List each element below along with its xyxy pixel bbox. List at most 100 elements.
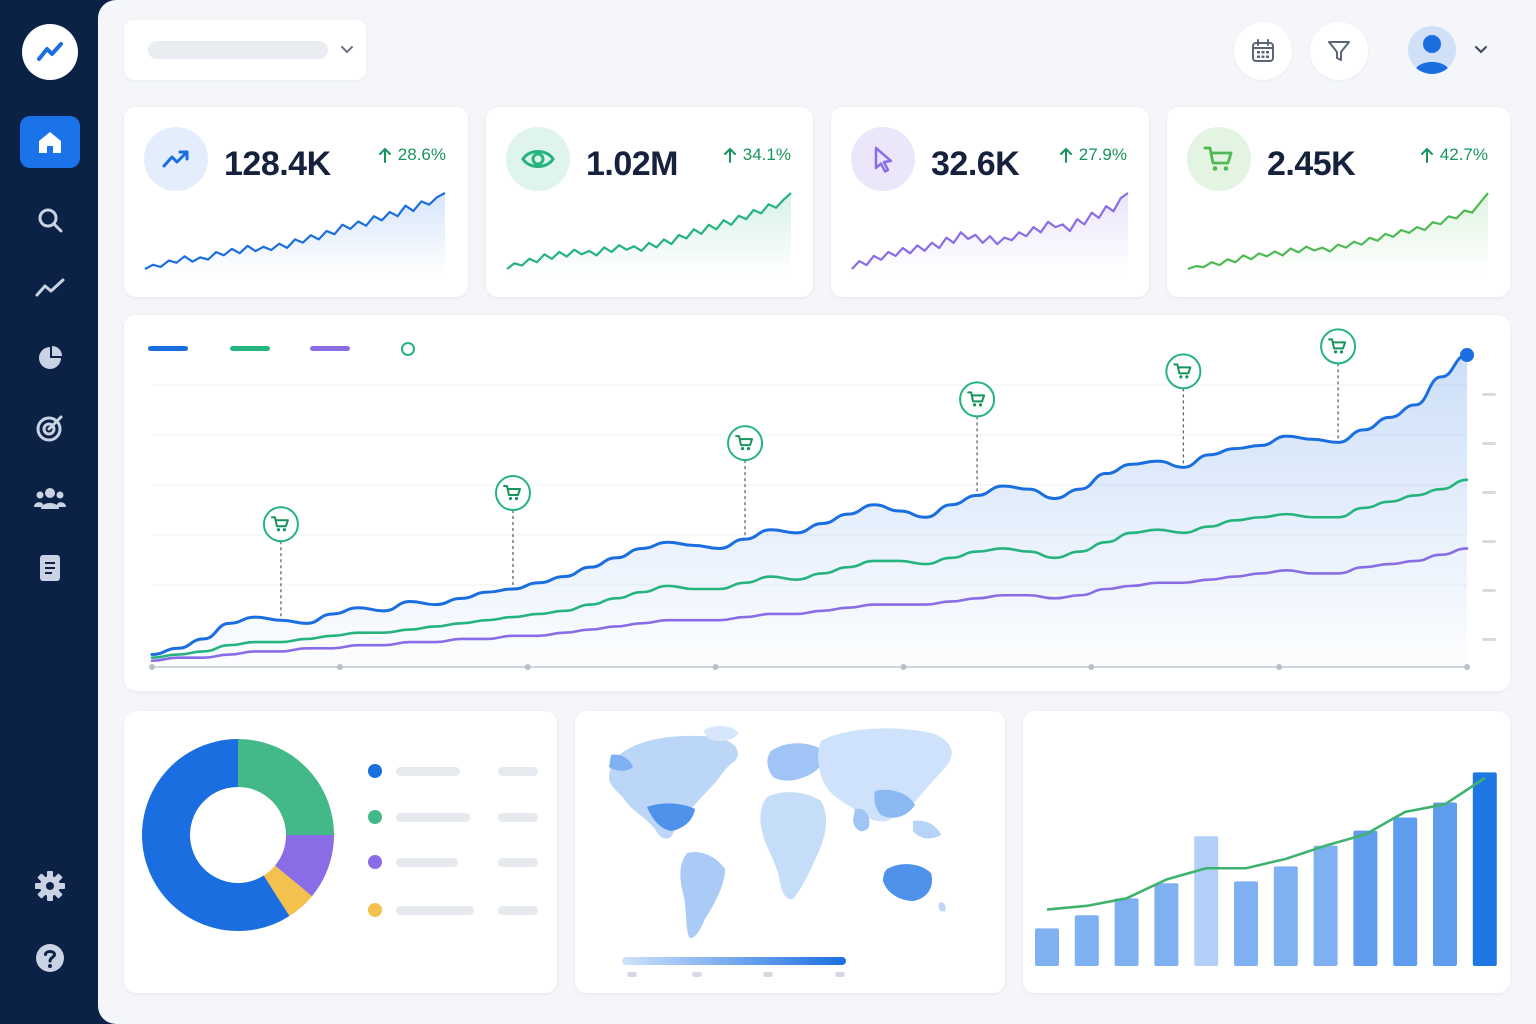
cart-icon-body bbox=[270, 516, 289, 528]
bar bbox=[1472, 772, 1497, 966]
cart-icon bbox=[735, 435, 754, 451]
kpi-change-value: 42.7% bbox=[1439, 145, 1488, 164]
selector-placeholder-bar bbox=[148, 41, 328, 59]
cart-icon-wheel bbox=[1339, 350, 1344, 354]
sidebar-item-analytics[interactable] bbox=[20, 262, 80, 314]
kpi-card-clicks[interactable]: 32.6K 27.9% bbox=[831, 107, 1149, 297]
view-selector[interactable] bbox=[124, 20, 366, 80]
cart-icon-body bbox=[967, 391, 986, 403]
legend-label-placeholder bbox=[396, 858, 458, 867]
marker-badge bbox=[262, 506, 299, 543]
scale-tick bbox=[835, 972, 845, 977]
chevron-down-icon[interactable] bbox=[1472, 40, 1490, 58]
help-icon bbox=[36, 944, 64, 972]
legend-markers[interactable] bbox=[401, 342, 415, 356]
pie-chart-icon bbox=[39, 346, 62, 369]
bar-line-chart bbox=[1035, 772, 1497, 966]
arrow-up-icon bbox=[1059, 147, 1072, 163]
bar bbox=[1035, 928, 1059, 966]
cart-icon-wheel bbox=[514, 496, 519, 501]
x-tick bbox=[1464, 664, 1470, 670]
sidebar-item-reports[interactable] bbox=[20, 332, 80, 384]
arrow-up-icon bbox=[723, 147, 736, 163]
kpi-value: 1.02M bbox=[586, 145, 679, 183]
x-tick bbox=[712, 664, 719, 670]
calendar-icon bbox=[1252, 39, 1274, 62]
document-icon bbox=[40, 555, 60, 581]
sidebar-item-help[interactable] bbox=[20, 932, 80, 984]
main-trend-chart bbox=[149, 328, 1496, 670]
cart-icon bbox=[1328, 338, 1347, 354]
series-end-point bbox=[1460, 348, 1474, 362]
cart-icon bbox=[967, 391, 986, 407]
kpi-value: 128.4K bbox=[224, 145, 331, 183]
cart-icon-wheel bbox=[972, 403, 977, 407]
main-content: 128.4K 28.6% 1.02M 34.1% 32.6K bbox=[98, 0, 1536, 1024]
eye-icon bbox=[521, 150, 555, 168]
kpi-card-orders[interactable]: 2.45K 42.7% bbox=[1167, 107, 1510, 297]
legend-dot-1 bbox=[368, 764, 382, 778]
calendar-button[interactable] bbox=[1234, 22, 1292, 80]
y-tick bbox=[1482, 393, 1496, 396]
kpi-card-visitors[interactable]: 128.4K 28.6% bbox=[124, 107, 468, 297]
user-avatar-icon bbox=[1414, 35, 1450, 74]
world-map-card bbox=[575, 711, 1005, 993]
series-line-2 bbox=[150, 478, 1469, 659]
x-tick bbox=[900, 664, 907, 670]
x-tick bbox=[149, 664, 155, 670]
kpi-sparkline bbox=[144, 192, 446, 275]
cart-icon-wheel bbox=[508, 496, 513, 501]
target-icon bbox=[36, 415, 63, 442]
kpi-icon-wrap bbox=[144, 127, 208, 191]
legend-series-2[interactable] bbox=[230, 346, 270, 351]
scale-tick bbox=[627, 972, 637, 977]
filter-button[interactable] bbox=[1310, 22, 1368, 80]
cursor-icon bbox=[874, 146, 893, 173]
x-tick bbox=[1088, 664, 1095, 670]
app-logo[interactable] bbox=[22, 24, 78, 80]
world-map[interactable] bbox=[575, 711, 1005, 993]
series-area bbox=[152, 355, 1467, 667]
bar bbox=[1393, 817, 1418, 966]
x-tick bbox=[524, 664, 531, 670]
cart-icon-wheel bbox=[282, 528, 287, 532]
avatar[interactable] bbox=[1408, 26, 1456, 74]
arrow-up-icon bbox=[1420, 147, 1433, 163]
legend-series-3[interactable] bbox=[310, 346, 350, 351]
sparkline-line bbox=[851, 192, 1129, 270]
y-tick bbox=[1482, 442, 1496, 445]
sidebar-item-documents[interactable] bbox=[20, 542, 80, 594]
legend-value-placeholder bbox=[498, 813, 538, 822]
cart-icon bbox=[502, 485, 521, 501]
marker-badge bbox=[1320, 328, 1357, 365]
kpi-change-value: 34.1% bbox=[742, 145, 791, 164]
legend-label-placeholder bbox=[396, 906, 474, 915]
x-tick bbox=[1276, 664, 1283, 670]
kpi-icon-wrap bbox=[1187, 127, 1251, 191]
kpi-icon-wrap bbox=[506, 127, 570, 191]
legend-dot-2 bbox=[368, 810, 382, 824]
kpi-change: 27.9% bbox=[1059, 145, 1127, 165]
kpi-change: 34.1% bbox=[723, 145, 791, 165]
x-tick bbox=[336, 664, 343, 670]
gear-icon bbox=[35, 871, 65, 901]
cart-icon bbox=[1173, 363, 1192, 379]
cart-icon-body bbox=[735, 435, 754, 447]
kpi-card-views[interactable]: 1.02M 34.1% bbox=[486, 107, 813, 297]
users-icon bbox=[34, 488, 66, 509]
sidebar-item-home[interactable] bbox=[20, 116, 80, 168]
sparkline-line bbox=[506, 192, 792, 270]
kpi-change: 42.7% bbox=[1420, 145, 1488, 165]
sidebar-item-goals[interactable] bbox=[20, 402, 80, 454]
sparkline-line bbox=[144, 192, 446, 270]
sidebar-item-settings[interactable] bbox=[20, 860, 80, 912]
kpi-change-value: 28.6% bbox=[397, 145, 446, 164]
sidebar-item-audience[interactable] bbox=[20, 472, 80, 524]
scale-tick bbox=[692, 972, 702, 977]
search-icon bbox=[38, 208, 63, 233]
sidebar-item-search[interactable] bbox=[20, 194, 80, 246]
bar bbox=[1313, 845, 1338, 966]
legend-series-1[interactable] bbox=[148, 346, 188, 351]
trend-line bbox=[1046, 776, 1486, 911]
donut-slice-3 bbox=[274, 835, 334, 897]
